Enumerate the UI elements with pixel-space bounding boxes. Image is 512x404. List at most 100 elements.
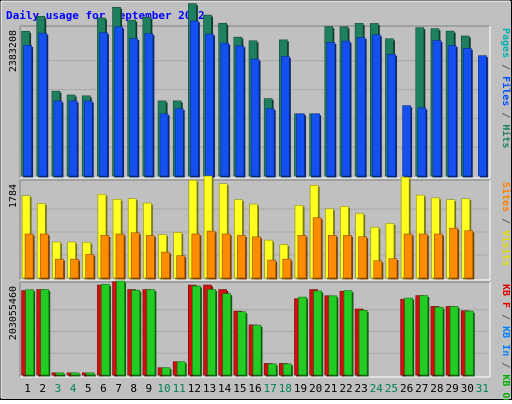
- bar-sites-day-13: [206, 230, 216, 279]
- bar-sites-day-19: [297, 235, 307, 279]
- bar-files-day-23: [356, 37, 366, 177]
- bar-sites-day-20: [312, 217, 322, 279]
- bar-kb-out-day-21: [328, 295, 338, 376]
- bar-files-day-12: [190, 20, 199, 177]
- bar-kb-out-day-17: [267, 363, 277, 376]
- x-tick-label-day-30: 30: [461, 382, 474, 395]
- bar-sites-day-16: [252, 236, 261, 279]
- x-tick-label-day-2: 2: [39, 382, 46, 395]
- bar-files-day-15: [235, 45, 245, 177]
- bar-sites-day-27: [418, 233, 428, 279]
- bar-files-day-3: [53, 100, 63, 177]
- bar-kb-out-day-8: [131, 289, 141, 376]
- bar-sites-day-5: [85, 254, 95, 279]
- x-tick-label-day-16: 16: [248, 382, 261, 395]
- bar-kb-out-day-29: [449, 306, 459, 376]
- bar-sites-day-18: [282, 258, 292, 279]
- bar-kb-out-day-11: [176, 361, 186, 376]
- bar-files-day-25: [387, 53, 396, 177]
- bar-sites-day-7: [115, 233, 125, 279]
- bar-kb-out-day-13: [207, 289, 216, 376]
- x-tick-label-day-23: 23: [355, 382, 368, 395]
- bar-files-day-19: [296, 113, 305, 177]
- bar-sites-day-11: [176, 255, 185, 279]
- bar-sites-day-12: [191, 233, 201, 279]
- bar-kb-out-day-12: [192, 285, 201, 376]
- panel-middle: 1784 Sites / Visits: [8, 175, 512, 281]
- legend-entry: Sites: [500, 182, 512, 212]
- legend-entry: Hits: [500, 124, 512, 148]
- panel-bottom-legend: KB F / KB In / KB Out: [500, 284, 511, 400]
- legend-entry: /: [500, 58, 511, 76]
- panel-middle-ymax-label: 1784: [8, 184, 19, 208]
- legend-entry: /: [500, 308, 511, 326]
- bar-files-day-20: [311, 113, 320, 177]
- x-tick-label-day-18: 18: [279, 382, 292, 395]
- panel-bottom-ymax-label: 203055460: [8, 286, 19, 340]
- legend-entry: /: [500, 212, 511, 230]
- bar-shadow: [57, 374, 66, 377]
- bar-sites-day-3: [55, 258, 64, 279]
- bar-kb-out-day-7: [116, 280, 125, 376]
- x-tick-label-day-19: 19: [294, 382, 307, 395]
- legend-entry: /: [500, 356, 511, 374]
- bar-sites-day-30: [464, 230, 474, 279]
- x-tick-label-day-3: 3: [55, 382, 62, 395]
- series-files: [23, 20, 488, 178]
- series-sites: [24, 217, 475, 280]
- bar-sites-day-1: [24, 233, 34, 279]
- bar-sites-day-25: [388, 258, 398, 279]
- bar-kb-out-day-3: [55, 372, 65, 376]
- chart-title: Daily usage for September 2022: [6, 9, 205, 22]
- x-tick-label-day-13: 13: [203, 382, 216, 395]
- bar-shadow: [87, 374, 96, 377]
- bar-kb-out-day-27: [419, 295, 429, 376]
- bar-files-day-9: [144, 33, 154, 177]
- bar-sites-day-9: [146, 235, 155, 279]
- bar-kb-out-day-14: [222, 293, 231, 376]
- x-tick-label-day-31: 31: [476, 382, 489, 395]
- bar-sites-day-8: [130, 232, 140, 279]
- bar-kb-out-day-19: [298, 296, 307, 376]
- bar-kb-out-day-20: [313, 290, 322, 376]
- bar-files-day-10: [159, 113, 169, 177]
- x-tick-label-day-26: 26: [400, 382, 413, 395]
- bar-kb-out-day-23: [358, 310, 368, 376]
- x-tick-label-day-8: 8: [130, 382, 137, 395]
- bar-files-day-6: [99, 32, 108, 177]
- bar-kb-out-day-4: [70, 372, 80, 376]
- panel-bottom: 203055460 KB F / KB In / KB Out: [8, 280, 511, 404]
- x-tick-label-day-21: 21: [324, 382, 337, 395]
- x-tick-label-day-6: 6: [100, 382, 107, 395]
- legend-entry: KB In: [500, 326, 511, 356]
- legend-entry: KB Out: [500, 374, 511, 400]
- bar-sites-day-21: [328, 235, 337, 279]
- bar-files-day-14: [220, 42, 229, 177]
- x-tick-label-day-24: 24: [370, 382, 384, 395]
- bar-files-day-21: [326, 42, 336, 177]
- bar-kb-out-day-5: [85, 372, 95, 376]
- x-tick-label-day-12: 12: [188, 382, 201, 395]
- x-tick-label-day-20: 20: [309, 382, 322, 395]
- bar-kb-out-day-6: [101, 284, 110, 376]
- bar-kb-out-day-16: [252, 324, 262, 376]
- bar-sites-day-15: [237, 235, 246, 279]
- bar-files-day-26: [402, 105, 411, 177]
- bar-sites-day-14: [221, 233, 231, 279]
- legend-entry: Files: [500, 76, 512, 106]
- bar-files-day-5: [83, 100, 93, 177]
- panel-top-ymax-label: 2383208: [8, 30, 19, 72]
- bar-files-day-28: [432, 40, 442, 177]
- x-tick-label-day-17: 17: [264, 382, 277, 395]
- bar-files-day-8: [129, 38, 139, 177]
- x-tick-label-day-1: 1: [24, 382, 31, 395]
- bar-files-day-22: [341, 40, 351, 177]
- bar-kb-out-day-10: [161, 367, 171, 376]
- x-tick-label-day-7: 7: [115, 382, 122, 395]
- bar-sites-day-29: [449, 227, 458, 279]
- bar-sites-day-28: [434, 233, 443, 279]
- x-tick-label-day-22: 22: [339, 382, 352, 395]
